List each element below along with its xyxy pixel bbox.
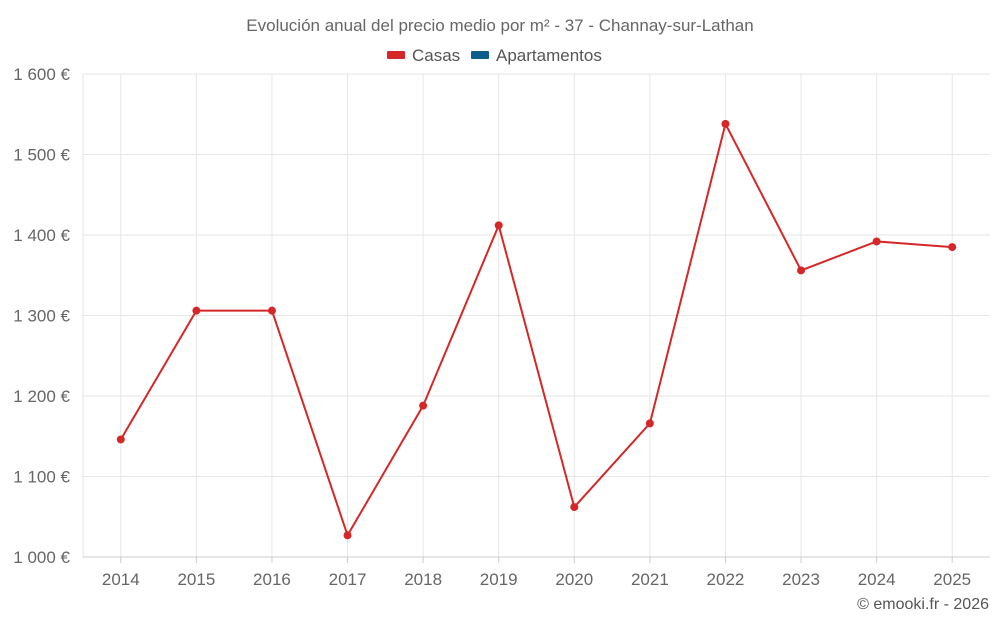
x-axis: 2014 2015 2016 2017 2018 2019 2020 2021 2022 2023… bbox=[83, 556, 990, 589]
y-tick-label: 1 400 € bbox=[13, 226, 70, 245]
data-point-casas-2019[interactable] bbox=[494, 221, 503, 230]
data-point-casas-2025[interactable] bbox=[948, 243, 957, 252]
x-tick-label: 2021 bbox=[631, 570, 669, 589]
data-point-casas-2021[interactable] bbox=[645, 419, 654, 428]
x-tick-label: 2024 bbox=[858, 570, 896, 589]
x-tick-label: 2014 bbox=[102, 570, 140, 589]
legend-label-casas: Casas bbox=[412, 46, 460, 65]
y-tick-label: 1 600 € bbox=[13, 65, 70, 84]
y-tick-label: 1 200 € bbox=[13, 387, 70, 406]
x-tick-label: 2025 bbox=[933, 570, 971, 589]
legend-swatch-apartamentos bbox=[471, 51, 489, 59]
copyright-credit: © emooki.fr - 2026 bbox=[857, 596, 989, 613]
x-tick-label: 2015 bbox=[177, 570, 215, 589]
data-point-casas-2018[interactable] bbox=[419, 401, 428, 410]
y-tick-label: 1 300 € bbox=[13, 307, 70, 326]
y-axis: 1 000 € 1 100 € 1 200 € 1 300 € 1 400 € 1 500… bbox=[13, 65, 70, 567]
x-tick-label: 2020 bbox=[555, 570, 593, 589]
data-point-casas-2017[interactable] bbox=[343, 531, 352, 540]
x-tick-label: 2022 bbox=[707, 570, 745, 589]
x-tick-label: 2016 bbox=[253, 570, 291, 589]
data-point-casas-2014[interactable] bbox=[116, 435, 125, 444]
data-point-casas-2022[interactable] bbox=[721, 119, 730, 128]
legend[interactable]: Casas Apartamentos bbox=[387, 46, 602, 65]
x-tick-label: 2023 bbox=[782, 570, 820, 589]
y-tick-label: 1 100 € bbox=[13, 468, 70, 487]
data-point-casas-2024[interactable] bbox=[872, 237, 881, 246]
legend-swatch-casas bbox=[387, 51, 405, 59]
series-layer bbox=[116, 119, 957, 540]
x-tick-label: 2017 bbox=[329, 570, 367, 589]
data-point-casas-2020[interactable] bbox=[570, 503, 579, 512]
data-point-casas-2023[interactable] bbox=[797, 266, 806, 275]
series-line-casas bbox=[119, 122, 953, 537]
chart-title: Evolución anual del precio medio por m² … bbox=[246, 16, 753, 35]
y-tick-label: 1 500 € bbox=[13, 146, 70, 165]
grid bbox=[82, 73, 990, 557]
data-point-casas-2016[interactable] bbox=[267, 306, 276, 315]
legend-item-apartamentos[interactable]: Apartamentos bbox=[471, 46, 602, 65]
x-tick-label: 2019 bbox=[480, 570, 518, 589]
x-tick-label: 2018 bbox=[404, 570, 442, 589]
legend-item-casas[interactable]: Casas bbox=[387, 46, 460, 65]
data-point-casas-2015[interactable] bbox=[192, 306, 201, 315]
y-tick-label: 1 000 € bbox=[13, 548, 70, 567]
legend-label-apartamentos: Apartamentos bbox=[496, 46, 602, 65]
